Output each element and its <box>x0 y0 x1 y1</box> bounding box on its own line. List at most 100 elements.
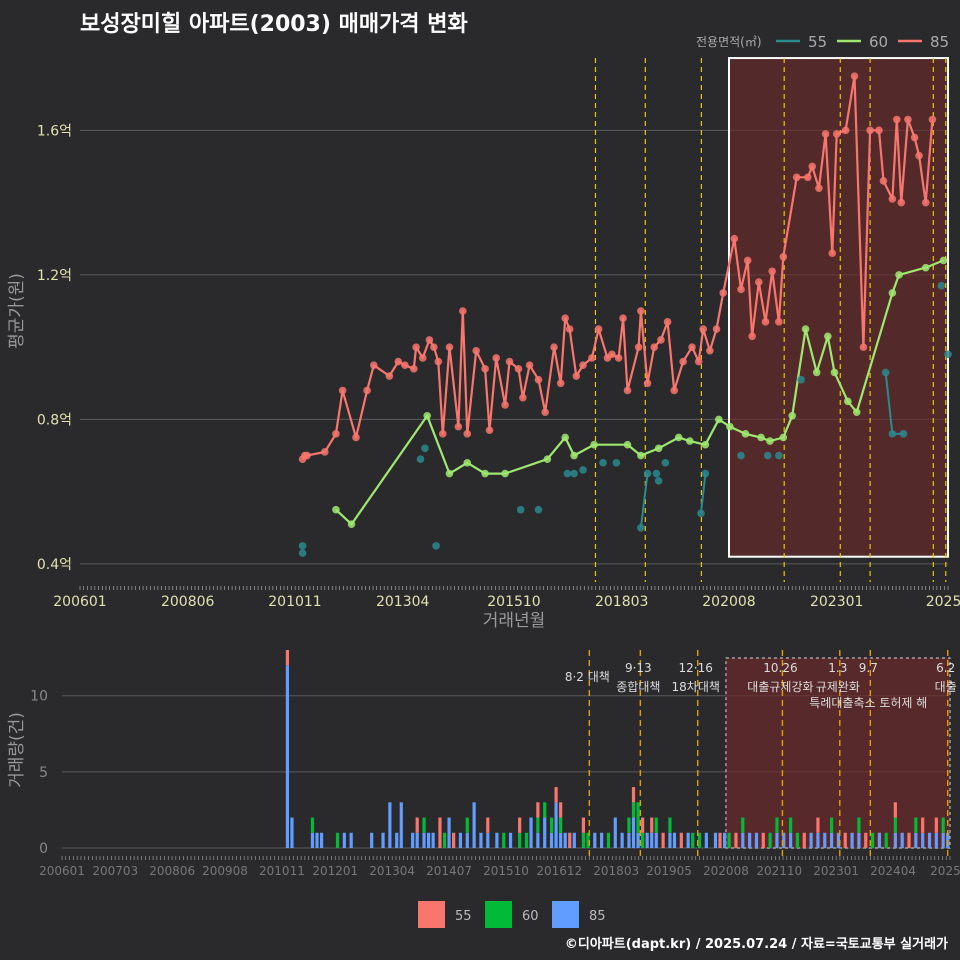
bar-x-tick-label: 2025 <box>930 864 960 878</box>
policy-label: 대출규제강화 <box>747 680 813 694</box>
volume-bar-60 <box>549 817 554 833</box>
data-point-85 <box>737 451 745 460</box>
bar-x-tick-label: 201510 <box>483 864 529 878</box>
highlight-region <box>727 57 950 558</box>
bar-y-tick-label: 0 <box>39 841 48 857</box>
volume-bar-85 <box>636 832 640 848</box>
volume-bar-60 <box>830 817 834 833</box>
volume-bar-55 <box>559 802 563 818</box>
data-point-60 <box>812 368 821 377</box>
data-point-60 <box>701 440 710 449</box>
bar-x-tick-label: 201905 <box>646 864 692 878</box>
volume-bar-60 <box>581 832 586 848</box>
volume-bar-85 <box>816 832 820 848</box>
bar-x-tick-label: 200703 <box>92 864 138 878</box>
volume-bar-85 <box>422 832 426 848</box>
data-point-60 <box>921 263 930 272</box>
data-point-85 <box>421 444 429 453</box>
volume-bar-85 <box>914 832 918 848</box>
bar-legend-label-85: 85 <box>589 909 606 924</box>
volume-bar-55 <box>536 802 540 818</box>
data-point-85 <box>881 368 890 377</box>
volume-bar-60 <box>691 832 695 848</box>
data-point-60 <box>543 455 552 463</box>
volume-bar-60 <box>775 817 779 833</box>
data-point-55 <box>321 448 329 456</box>
volume-bar-85 <box>672 832 677 848</box>
data-point-55 <box>412 343 420 351</box>
data-point-55 <box>438 430 447 438</box>
legend-title: 전용면적(㎡) <box>696 35 762 49</box>
volume-bar-55 <box>661 832 665 848</box>
volume-bar-55 <box>486 817 490 833</box>
volume-bar-85 <box>927 832 932 848</box>
volume-bar-60 <box>631 802 636 818</box>
data-point-55 <box>525 361 534 370</box>
data-point-60 <box>463 458 472 467</box>
data-point-60 <box>757 433 765 442</box>
data-point-55 <box>712 325 721 333</box>
data-point-85 <box>298 549 307 557</box>
data-point-60 <box>561 433 569 442</box>
volume-bar-85 <box>388 802 392 848</box>
volume-bar-85 <box>613 817 617 848</box>
volume-bar-85 <box>686 832 690 848</box>
volume-bar-85 <box>775 832 779 848</box>
volume-bar-85 <box>342 832 346 848</box>
bar-legend-swatch-60 <box>485 901 512 928</box>
data-point-55 <box>761 318 770 326</box>
data-point-55 <box>893 115 901 124</box>
data-point-85 <box>652 469 661 478</box>
volume-bar-85 <box>789 832 793 848</box>
data-point-55 <box>815 184 823 192</box>
data-point-55 <box>514 365 523 373</box>
data-point-85 <box>661 458 670 467</box>
data-point-85 <box>612 458 621 467</box>
data-point-85 <box>637 524 645 532</box>
data-point-55 <box>410 365 418 373</box>
volume-bar-85 <box>415 832 419 848</box>
volume-bar-85 <box>934 832 938 848</box>
series-line-60 <box>335 259 944 526</box>
data-point-55 <box>588 354 596 362</box>
volume-bar-55 <box>761 832 765 848</box>
data-point-55 <box>832 130 841 138</box>
x-tick-label: 201510 <box>487 594 540 610</box>
bar-x-tick-label: 200908 <box>202 864 248 878</box>
policy-label: 10.26 <box>763 661 797 675</box>
volume-bar-55 <box>843 832 847 848</box>
volume-bar-55 <box>285 650 290 666</box>
data-point-55 <box>352 433 360 442</box>
volume-bar-55 <box>907 832 911 848</box>
bar-x-tick-label: 200806 <box>149 864 195 878</box>
legend-label-85: 85 <box>930 33 949 51</box>
data-point-55 <box>634 343 643 351</box>
data-point-60 <box>674 433 683 442</box>
data-point-55 <box>492 354 500 362</box>
volume-bar-60 <box>795 832 800 848</box>
volume-bar-85 <box>529 817 533 848</box>
data-point-55 <box>363 386 371 395</box>
volume-bar-85 <box>713 832 718 848</box>
volume-bar-85 <box>290 817 294 848</box>
volume-bar-85 <box>411 832 415 848</box>
volume-bar-85 <box>465 832 469 848</box>
volume-bar-85 <box>559 832 563 848</box>
volume-bar-60 <box>727 832 731 848</box>
data-point-55 <box>719 289 728 297</box>
data-point-60 <box>779 433 788 442</box>
data-point-55 <box>485 426 494 435</box>
data-point-55 <box>706 346 714 355</box>
policy-label: 6.2 <box>936 661 955 675</box>
data-point-55 <box>775 318 783 326</box>
volume-bar-85 <box>893 832 897 848</box>
volume-bar-85 <box>748 832 752 848</box>
volume-bar-60 <box>789 817 793 833</box>
data-point-55 <box>623 386 632 395</box>
bar-x-tick-label: 201201 <box>312 864 358 878</box>
volume-bar-85 <box>941 832 945 848</box>
policy-label: 대출 <box>935 680 957 694</box>
volume-bar-60 <box>768 832 772 848</box>
data-point-55 <box>841 126 850 135</box>
bar-x-tick-label: 202008 <box>703 864 749 878</box>
